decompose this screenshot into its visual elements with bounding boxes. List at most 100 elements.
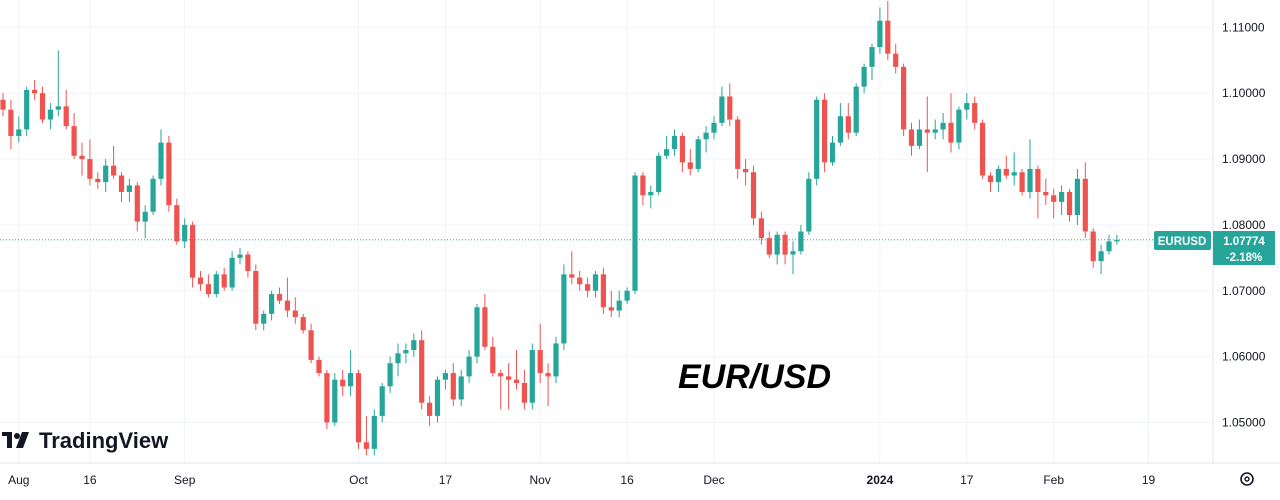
candle[interactable] xyxy=(616,290,622,318)
candle[interactable] xyxy=(869,43,875,81)
settings-icon[interactable] xyxy=(1240,472,1254,486)
candle[interactable] xyxy=(798,224,804,255)
candle[interactable] xyxy=(695,136,701,173)
candle[interactable] xyxy=(648,185,654,209)
candle[interactable] xyxy=(940,112,946,140)
candle[interactable] xyxy=(600,267,606,314)
candle[interactable] xyxy=(87,139,93,186)
candle[interactable] xyxy=(1011,152,1017,186)
candle[interactable] xyxy=(387,356,393,393)
candle[interactable] xyxy=(545,363,551,407)
candle[interactable] xyxy=(719,86,725,127)
candle[interactable] xyxy=(837,103,843,146)
candle[interactable] xyxy=(190,221,196,288)
candle[interactable] xyxy=(16,116,22,143)
candle[interactable] xyxy=(134,182,140,232)
candle[interactable] xyxy=(55,50,61,117)
time-axis[interactable]: Aug 16 Sep Oct 17 Nov 16 Dec 2024 17 Feb 19 xyxy=(0,462,1280,487)
candle[interactable] xyxy=(229,251,235,291)
candle[interactable] xyxy=(956,106,962,150)
candle[interactable] xyxy=(197,271,204,291)
candle[interactable] xyxy=(529,343,535,410)
candle[interactable] xyxy=(506,363,512,410)
candle[interactable] xyxy=(150,175,156,216)
candle[interactable] xyxy=(1035,165,1041,219)
candle[interactable] xyxy=(1059,185,1065,216)
candle[interactable] xyxy=(47,103,53,130)
candle[interactable] xyxy=(995,165,1001,192)
candle[interactable] xyxy=(758,211,764,245)
candle[interactable] xyxy=(735,116,741,179)
candle[interactable] xyxy=(126,178,132,202)
candle[interactable] xyxy=(687,149,693,176)
candle[interactable] xyxy=(166,136,172,212)
candle[interactable] xyxy=(466,350,472,383)
candle[interactable] xyxy=(474,303,480,364)
candle[interactable] xyxy=(553,336,559,383)
candle[interactable] xyxy=(822,93,828,173)
candle[interactable] xyxy=(103,159,109,192)
candle[interactable] xyxy=(213,271,219,298)
candle[interactable] xyxy=(750,165,757,225)
candle[interactable] xyxy=(450,363,456,407)
candle[interactable] xyxy=(442,369,448,390)
candle[interactable] xyxy=(987,172,994,192)
candle[interactable] xyxy=(711,116,717,140)
candle[interactable] xyxy=(71,112,77,160)
candle[interactable] xyxy=(640,172,646,206)
candle[interactable] xyxy=(577,271,583,291)
candle[interactable] xyxy=(403,343,409,364)
candle[interactable] xyxy=(829,136,836,166)
candle[interactable] xyxy=(237,247,243,265)
candle[interactable] xyxy=(1090,228,1096,268)
candle[interactable] xyxy=(948,93,954,153)
candle[interactable] xyxy=(537,323,543,383)
candle[interactable] xyxy=(253,264,259,331)
candle[interactable] xyxy=(340,369,346,397)
candle[interactable] xyxy=(703,126,709,153)
candle[interactable] xyxy=(1114,234,1120,245)
candle[interactable] xyxy=(245,251,251,278)
candle[interactable] xyxy=(585,277,591,298)
candle[interactable] xyxy=(774,231,780,265)
candle[interactable] xyxy=(893,43,899,74)
candle[interactable] xyxy=(916,119,922,150)
candle[interactable] xyxy=(814,96,820,186)
candle[interactable] xyxy=(608,290,614,318)
candle[interactable] xyxy=(458,369,464,407)
candle[interactable] xyxy=(1098,244,1104,275)
candle[interactable] xyxy=(79,142,85,176)
candle[interactable] xyxy=(355,369,362,449)
candle[interactable] xyxy=(24,86,30,137)
candle[interactable] xyxy=(1066,188,1073,222)
candle[interactable] xyxy=(980,119,986,179)
candlestick-series[interactable] xyxy=(0,0,1120,456)
candle[interactable] xyxy=(363,415,369,456)
candle[interactable] xyxy=(379,382,385,423)
candle[interactable] xyxy=(513,350,520,390)
candle[interactable] xyxy=(1051,188,1057,219)
candle[interactable] xyxy=(766,231,772,258)
candle[interactable] xyxy=(118,172,125,202)
candle[interactable] xyxy=(1043,178,1049,206)
candle[interactable] xyxy=(498,369,504,410)
candle[interactable] xyxy=(932,119,938,140)
candle[interactable] xyxy=(972,96,978,130)
candle[interactable] xyxy=(521,369,527,410)
candle[interactable] xyxy=(853,83,859,137)
candle[interactable] xyxy=(561,264,567,351)
candle[interactable] xyxy=(1074,168,1080,225)
candle[interactable] xyxy=(679,132,685,173)
candle[interactable] xyxy=(316,356,322,377)
candle[interactable] xyxy=(332,373,338,426)
candle[interactable] xyxy=(592,271,599,298)
candle[interactable] xyxy=(269,290,275,321)
candle[interactable] xyxy=(1003,155,1009,179)
candle[interactable] xyxy=(664,136,670,160)
candle[interactable] xyxy=(877,7,883,54)
candle[interactable] xyxy=(371,409,377,456)
candle[interactable] xyxy=(427,396,433,426)
candle[interactable] xyxy=(1027,139,1033,199)
candle[interactable] xyxy=(158,129,164,186)
